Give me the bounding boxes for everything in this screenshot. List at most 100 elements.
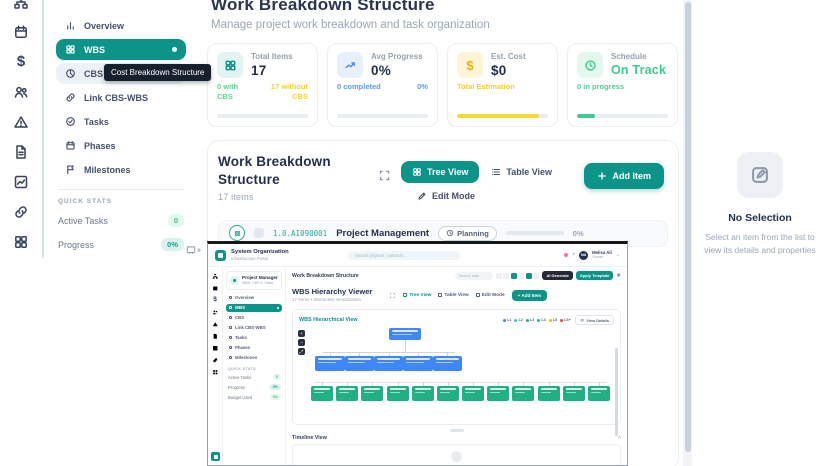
sidebar-item-wbs[interactable]: WBS xyxy=(56,39,186,60)
tree-node[interactable] xyxy=(537,382,560,401)
sidebar-item-phases[interactable]: Phases xyxy=(56,135,186,156)
tree-node[interactable] xyxy=(361,382,384,401)
grid-icon[interactable] xyxy=(212,369,219,376)
table-view-button[interactable]: Table View xyxy=(491,167,552,177)
document-icon[interactable] xyxy=(13,143,30,160)
avatar[interactable]: MA xyxy=(579,250,589,260)
hierarchy-icon[interactable] xyxy=(13,0,30,10)
collapse-icon[interactable]: ˄ xyxy=(618,435,621,441)
chevron-down-icon[interactable]: ⌄ xyxy=(615,252,620,258)
tree-node[interactable] xyxy=(432,352,462,371)
quick-stat-badge: 0% xyxy=(161,238,184,251)
row-expand-toggle[interactable] xyxy=(229,225,245,242)
overlay-topbar: System Organization Infrastructure Porta… xyxy=(208,244,627,267)
overlay-add-item-button[interactable]: + Add Item xyxy=(511,289,548,301)
tree-node[interactable] xyxy=(487,382,510,401)
calendar-icon[interactable] xyxy=(13,23,30,40)
sidebar-item-label: CBS xyxy=(84,68,104,79)
resize-grip[interactable] xyxy=(449,429,464,432)
overlay-nav-item[interactable]: Milestones xyxy=(226,354,282,363)
tree-node[interactable] xyxy=(411,382,434,401)
gear-icon[interactable]: ✱ xyxy=(616,272,621,279)
chart-icon[interactable] xyxy=(13,173,30,190)
tree-node[interactable] xyxy=(374,352,404,371)
timeline-title: Timeline View xyxy=(292,435,327,441)
overlay-scrollbar[interactable] xyxy=(615,348,618,436)
calendar-icon xyxy=(66,141,75,150)
overlay-wbs-search-input[interactable]: Search wbs... xyxy=(454,271,493,280)
tree-node[interactable] xyxy=(336,382,359,401)
grid-icon[interactable] xyxy=(13,233,30,250)
tree-node[interactable] xyxy=(512,382,535,401)
zoom-button[interactable]: − xyxy=(298,339,305,346)
overlay-profile-card: Project Manager WBS, CBS & Tasks xyxy=(226,271,282,290)
users-icon[interactable] xyxy=(212,309,219,316)
overlay-search-input[interactable]: Search projects, contracts... xyxy=(348,251,460,260)
tree-node[interactable] xyxy=(315,352,345,371)
bell-icon[interactable]: ◔ xyxy=(571,252,576,258)
plus-icon xyxy=(598,172,607,180)
view-details-button[interactable]: View Details xyxy=(574,315,614,325)
tree-node[interactable] xyxy=(562,382,585,401)
sidebar-item-milestones[interactable]: Milestones xyxy=(56,159,186,180)
overlay-edit-mode-button[interactable]: Edit Mode xyxy=(475,293,505,298)
fullscreen-icon[interactable] xyxy=(389,286,396,304)
overlay-nav-item[interactable]: Tasks xyxy=(226,334,282,343)
users-icon[interactable] xyxy=(13,83,30,100)
overlay-tree-canvas[interactable] xyxy=(311,326,610,419)
tree-node[interactable] xyxy=(462,382,485,401)
zoom-button[interactable]: + xyxy=(298,330,305,337)
page-subtitle: Manage project work breakdown and task o… xyxy=(211,19,490,31)
overlay-nav-item[interactable]: Phases xyxy=(226,344,282,353)
document-icon[interactable] xyxy=(212,333,219,340)
dollar-icon[interactable]: $ xyxy=(16,53,26,70)
tree-node[interactable] xyxy=(403,352,433,371)
stat-label: Schedule xyxy=(611,52,647,61)
fullscreen-icon[interactable] xyxy=(378,169,391,204)
calendar-icon[interactable] xyxy=(212,285,219,292)
dollar-icon[interactable]: $ xyxy=(213,296,217,304)
edit-mode-button[interactable]: Edit Mode xyxy=(417,191,475,201)
overlay-view-toggles[interactable] xyxy=(495,272,540,279)
overlay-grid-button[interactable] xyxy=(211,452,220,461)
sidebar-item-tasks[interactable]: Tasks xyxy=(56,111,186,132)
sidebar-item-overview[interactable]: Overview xyxy=(56,15,186,36)
tree-node[interactable] xyxy=(436,382,459,401)
sidebar-item-label: WBS xyxy=(84,44,105,55)
overlay-table-view-button[interactable]: Table View xyxy=(438,293,469,298)
tree-node[interactable] xyxy=(311,382,333,401)
alert-icon[interactable] xyxy=(212,321,219,328)
overlay-nav-item[interactable]: Link CBS-WBS xyxy=(226,324,282,333)
tree-root-node[interactable] xyxy=(388,328,421,352)
dollar-icon: $ xyxy=(457,52,483,78)
quick-stats-title: QUICK STATS xyxy=(58,198,113,205)
chart-icon[interactable] xyxy=(212,345,219,352)
overlay-nav-item[interactable]: CBS xyxy=(226,314,282,323)
add-item-button[interactable]: Add Item xyxy=(584,163,664,189)
alert-icon[interactable] xyxy=(13,113,30,130)
link-icon[interactable] xyxy=(13,203,30,220)
zoom-controls[interactable]: + − ⤢ xyxy=(298,330,305,355)
overlay-tree-view-button[interactable]: Tree View xyxy=(403,293,431,298)
apply-template-button[interactable]: Apply Template xyxy=(575,271,614,280)
row-checkbox[interactable] xyxy=(254,228,264,239)
link-icon[interactable] xyxy=(212,357,219,364)
zoom-button[interactable]: ⤢ xyxy=(298,348,305,355)
sidebar-item-link-cbs-wbs[interactable]: Link CBS-WBS xyxy=(56,87,186,108)
stat-value: $0 xyxy=(491,63,507,78)
timeline-placeholder xyxy=(451,450,462,462)
hierarchy-icon[interactable] xyxy=(212,273,219,280)
tree-node[interactable] xyxy=(386,382,409,401)
scrollbar-thumb[interactable] xyxy=(684,2,691,452)
ai-generate-button[interactable]: AI Generate xyxy=(542,271,573,280)
embedded-screenshot: System Organization Infrastructure Porta… xyxy=(207,241,628,466)
stat-label: Est. Cost xyxy=(491,52,526,61)
tree-node[interactable] xyxy=(344,352,375,371)
image-handle-icon[interactable]: » xyxy=(186,245,201,255)
overlay-nav: Overview WBS CBS Link CBS-WBS Tasks Phases Mil… xyxy=(226,294,282,363)
overlay-nav-item[interactable]: WBS xyxy=(226,303,282,313)
overlay-nav-item[interactable]: Overview xyxy=(226,294,282,303)
tree-view-button[interactable]: Tree View xyxy=(401,161,480,183)
tree-node[interactable] xyxy=(587,382,610,401)
